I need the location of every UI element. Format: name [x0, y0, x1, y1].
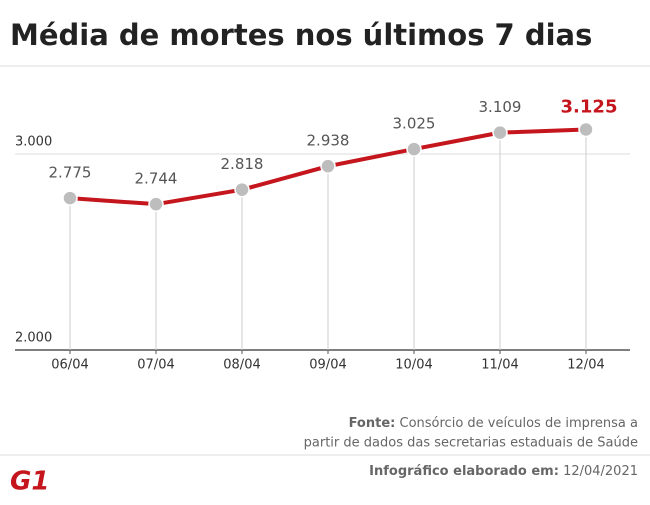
- y-tick-label: 3.000: [15, 135, 52, 150]
- point: [148, 196, 164, 212]
- point: [62, 190, 78, 206]
- source-line: Consórcio de veículos de imprensa a: [400, 416, 639, 431]
- point: [492, 124, 508, 141]
- data-label: 3.109: [479, 98, 522, 116]
- footer-date: 12/04/2021: [563, 464, 638, 479]
- footer-label: Infográfico elaborado em:: [369, 464, 559, 479]
- data-label: 2.818: [221, 155, 264, 173]
- data-label: 3.025: [393, 115, 436, 133]
- x-tick-label: 08/04: [223, 358, 260, 373]
- logo: G1: [10, 467, 49, 497]
- x-tick-label: 11/04: [481, 358, 518, 373]
- point: [234, 181, 250, 198]
- point: [406, 141, 422, 157]
- x-tick-label: 06/04: [51, 358, 88, 373]
- x-tick-label: 12/04: [567, 358, 604, 373]
- x-tick-label: 09/04: [309, 358, 346, 373]
- x-tick-label: 07/04: [137, 358, 174, 373]
- x-tick-label: 10/04: [395, 358, 432, 373]
- source: Fonte: Consórcio de veículos de imprensa…: [349, 416, 638, 431]
- source-label: Fonte:: [349, 416, 396, 431]
- data-label: 2.775: [49, 164, 92, 182]
- source-line: partir de dados das secretarias estaduai…: [304, 436, 638, 451]
- footer: Infográfico elaborado em: 12/04/2021: [369, 464, 638, 479]
- point: [320, 158, 336, 174]
- data-label: 3.125: [561, 97, 618, 118]
- y-tick-label: 2.000: [15, 331, 52, 346]
- chart-title: Média de mortes nos últimos 7 dias: [10, 18, 592, 52]
- data-label: 2.744: [135, 170, 178, 188]
- point: [578, 121, 594, 138]
- data-label: 2.938: [307, 132, 350, 150]
